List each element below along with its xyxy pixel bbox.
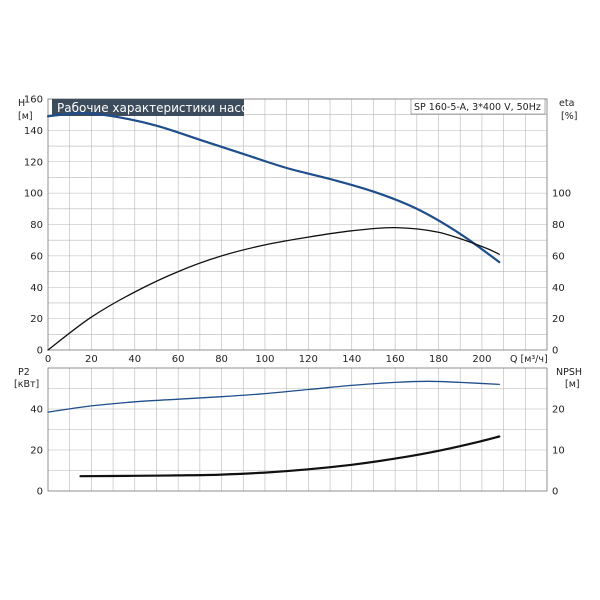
y-right-unit-top: [%]: [561, 111, 577, 122]
x-tick-label: 180: [429, 354, 448, 365]
y-left-tick-label: 0: [37, 487, 43, 498]
y-left-unit-top: [м]: [18, 111, 33, 122]
y-left-tick-label: 40: [30, 405, 43, 416]
y-right-tick-label: 0: [552, 346, 558, 357]
y-left-tick-label: 80: [30, 220, 43, 231]
x-tick-label: 140: [342, 354, 361, 365]
y-right-tick-label: 0: [552, 487, 558, 498]
top-grid: [48, 98, 547, 350]
y-left-label-top: H: [18, 98, 25, 109]
y-left-tick-label: 40: [30, 283, 43, 294]
y-right-tick-label: 20: [552, 405, 565, 416]
x-tick-label: 160: [386, 354, 405, 365]
y-left-tick-label: 140: [24, 126, 43, 137]
y-left-tick-label: 100: [24, 189, 43, 200]
top-ticks: 0 20 40 60 80 100 120 140 160 180 2000204060801001…: [24, 95, 571, 366]
x-tick-label: 20: [85, 354, 98, 365]
bottom-ticks: 0 20 40 0 10 20: [30, 405, 564, 498]
y-right-unit-bottom: [м]: [565, 379, 580, 390]
top-series: [46, 111, 501, 351]
top-series-line-1: [47, 226, 500, 351]
bottom-series: [47, 380, 501, 478]
y-left-tick-label: 120: [24, 157, 43, 168]
bottom-grid: [48, 368, 547, 491]
x-tick-label: 60: [172, 354, 185, 365]
y-left-tick-label: 0: [37, 346, 43, 357]
x-tick-label: 0: [45, 354, 51, 365]
title-background: [52, 99, 244, 116]
bottom-series-line-0: [47, 380, 500, 413]
y-right-tick-label: 60: [552, 251, 565, 262]
x-tick-label: 80: [215, 354, 228, 365]
y-right-tick-label: 80: [552, 220, 565, 231]
y-right-tick-label: 10: [552, 446, 565, 457]
y-left-tick-label: 60: [30, 251, 43, 262]
top-plot-frame: [47, 98, 548, 351]
bottom-series-line-1: [79, 435, 501, 478]
subtitle-box: [410, 98, 546, 115]
y-right-tick-label: 40: [552, 283, 565, 294]
y-left-tick-label: 20: [30, 314, 43, 325]
chart-subtitle: SP 160-5-A, 3*400 V, 50Hz: [414, 102, 541, 113]
y-left-label-bottom: P2: [18, 367, 30, 378]
top-series-line-0: [46, 111, 501, 264]
x-tick-label: 200: [472, 354, 491, 365]
y-right-label-bottom: NPSH: [556, 367, 582, 378]
x-tick-label: 40: [128, 354, 141, 365]
x-tick-label: 120: [299, 354, 318, 365]
y-right-tick-label: 100: [552, 189, 571, 200]
y-left-tick-label: 20: [30, 446, 43, 457]
y-left-tick-label: 160: [24, 95, 43, 106]
y-right-label-top: eta: [559, 98, 574, 109]
y-left-unit-bottom: [кВт]: [14, 379, 39, 390]
y-right-tick-label: 20: [552, 314, 565, 325]
x-tick-label: 100: [255, 354, 274, 365]
x-axis-label: Q [м³/ч]: [510, 354, 548, 365]
chart-title: Рабочие характеристики насоса: [57, 101, 262, 115]
bottom-plot-frame: [47, 367, 548, 492]
